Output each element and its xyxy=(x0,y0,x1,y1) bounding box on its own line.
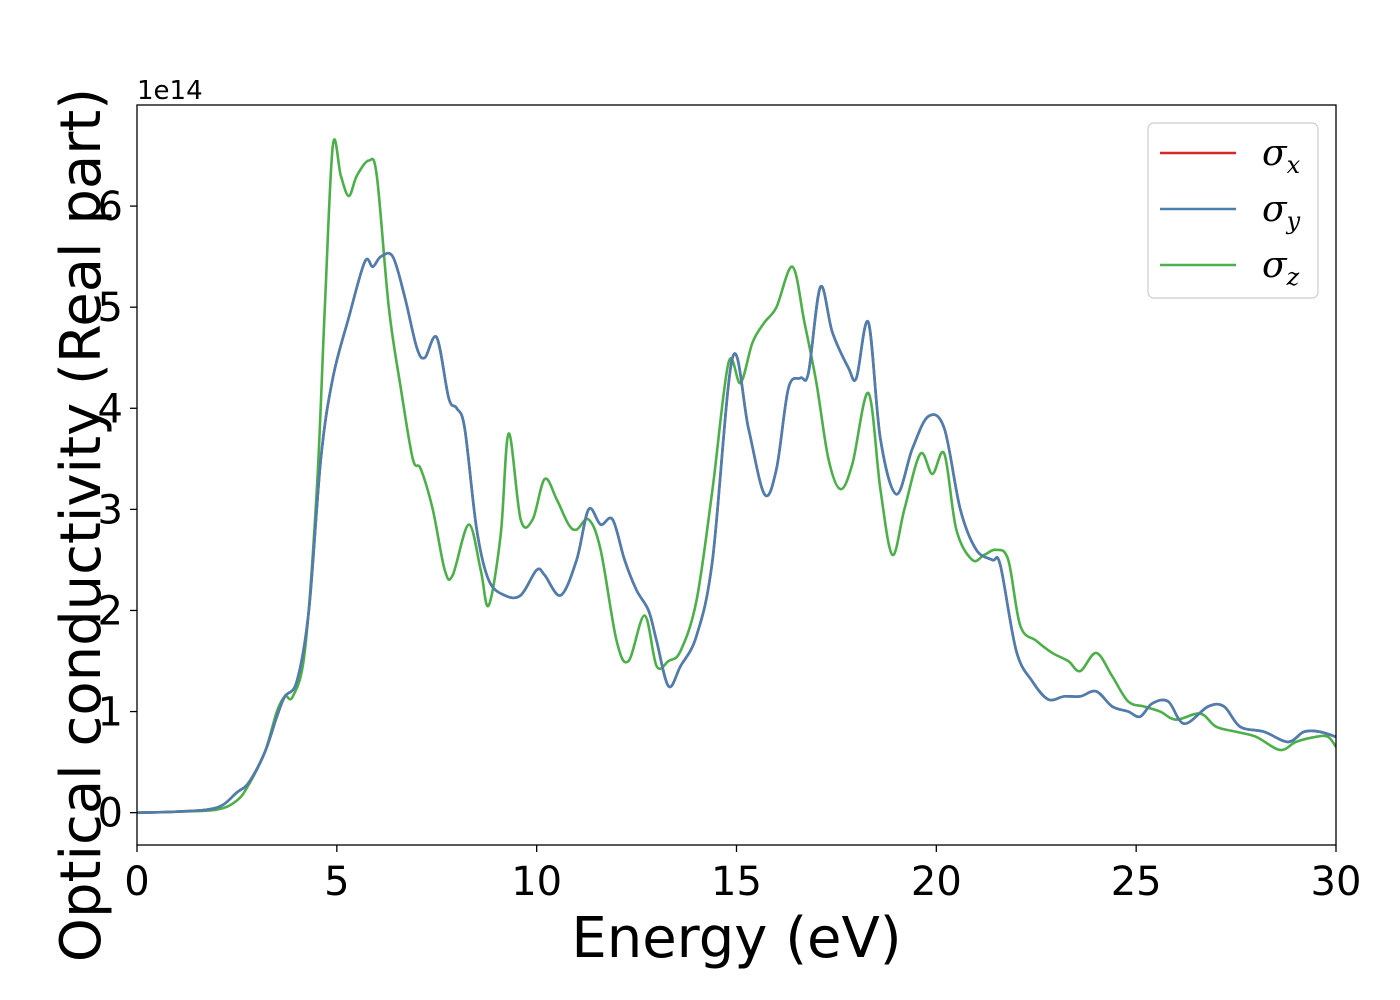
series-line-y xyxy=(137,251,1336,814)
legend-box xyxy=(1147,122,1319,299)
series-line-z xyxy=(137,138,1336,814)
x-tick-label: 10 xyxy=(511,859,562,905)
x-tick-label: 30 xyxy=(1311,859,1362,905)
y-tick-label: 4 xyxy=(98,386,123,432)
legend-label-x: σx xyxy=(1262,133,1301,179)
x-axis-title: Energy (eV) xyxy=(571,906,901,971)
y-axis-title: Optical conductivity (Real part) xyxy=(49,88,114,962)
x-tick-label: 20 xyxy=(911,859,962,905)
legend-label-y: σy xyxy=(1262,189,1301,235)
legend: σx σy σz xyxy=(1147,122,1319,299)
y-tick-label: 1 xyxy=(98,690,123,736)
series-layer xyxy=(137,138,1336,814)
x-tick-label: 25 xyxy=(1111,859,1162,905)
y-tick-label: 3 xyxy=(98,487,123,533)
legend-label-z: σz xyxy=(1262,245,1300,291)
ticks-layer: 0 5 10 15 20 25 30 0 1 2 3 4 5 6 xyxy=(98,184,1362,905)
y-offset-label: 1e14 xyxy=(137,76,203,106)
x-tick-label: 5 xyxy=(324,859,349,905)
x-tick-label: 0 xyxy=(124,859,149,905)
y-tick-label: 0 xyxy=(98,791,123,837)
y-tick-label: 6 xyxy=(98,184,123,230)
y-tick-label: 5 xyxy=(98,285,123,331)
y-tick-label: 2 xyxy=(98,588,123,634)
x-tick-label: 15 xyxy=(711,859,762,905)
